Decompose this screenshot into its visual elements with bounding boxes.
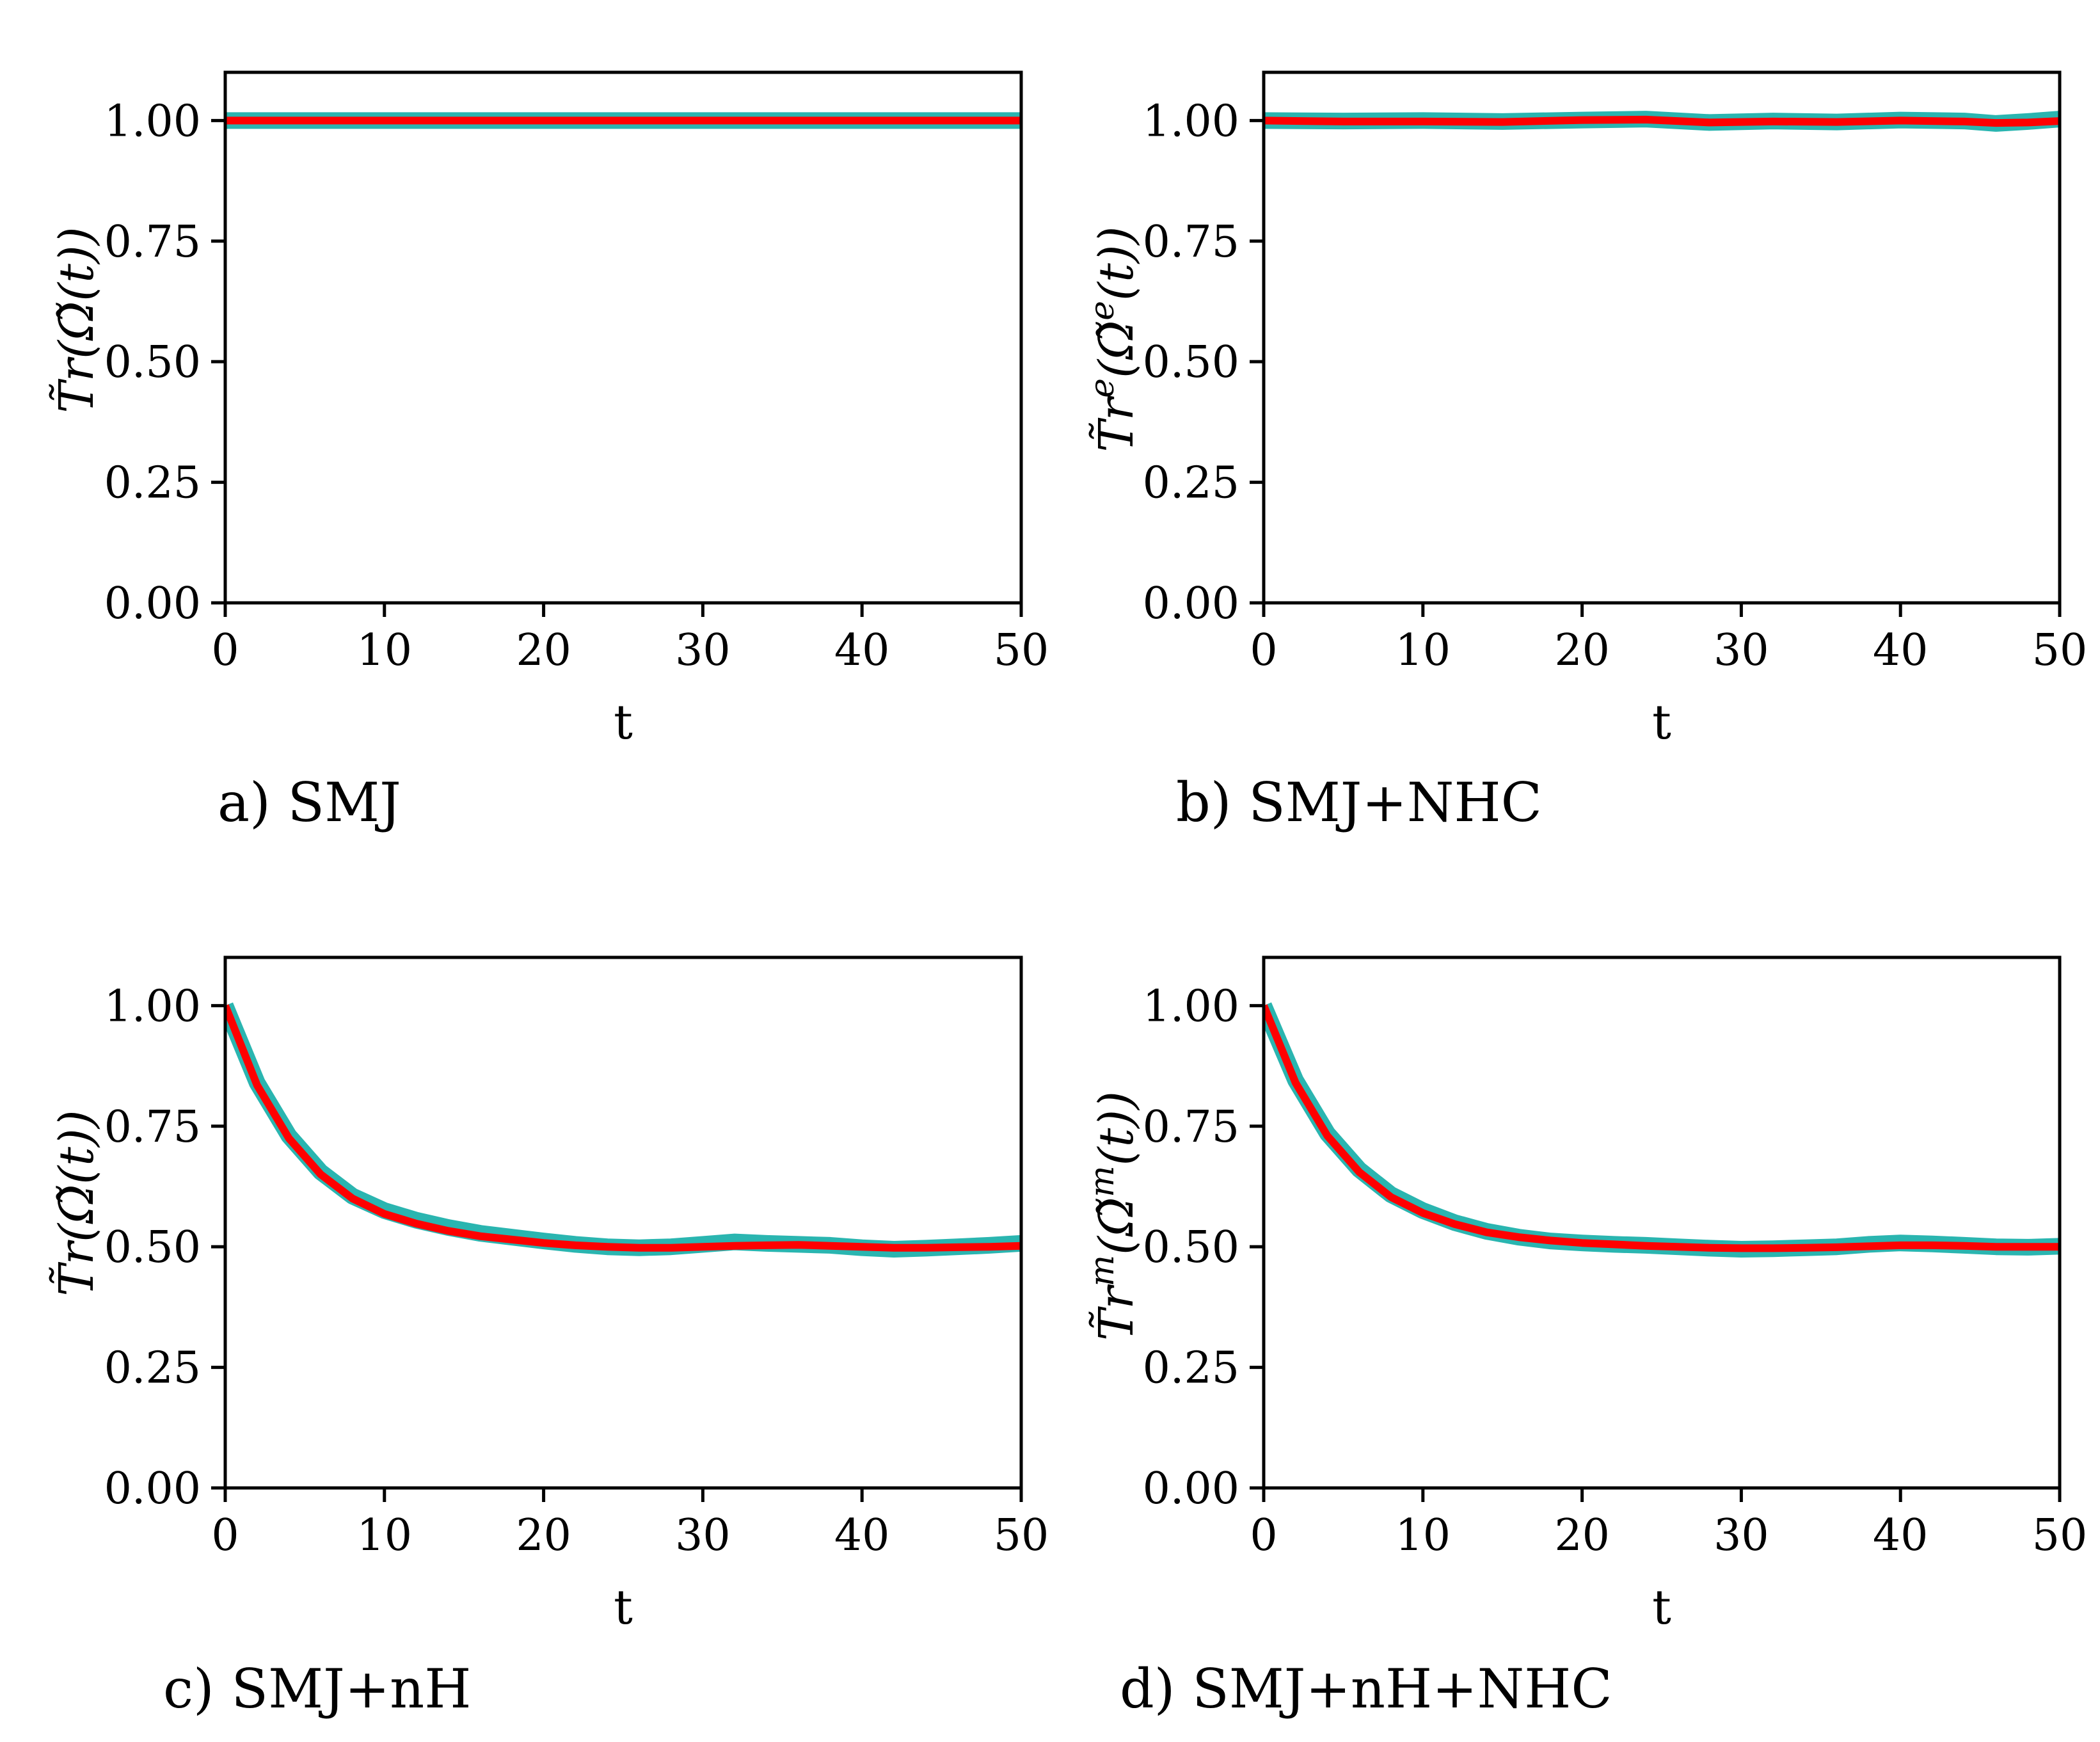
y-tick-label: 0.25 [104,1343,201,1394]
x-tick-label: 10 [357,1510,413,1561]
x-tick-label: 10 [357,625,413,676]
y-tick-label: 0.00 [104,579,201,629]
y-tick-label: 0.75 [104,217,201,268]
x-tick-label: 50 [994,1510,1049,1561]
panel-c: 0 10 20 30 40 50 0.00 0.25 0.50 0.75 1.00 t T̃r(Ω̃(t… [49,955,1049,1720]
x-tick-label: 20 [516,625,571,676]
panel-b: 0 10 20 30 40 50 0.00 0.25 0.50 0.75 1.00 t T̃re(Ω̃e… [1083,70,2088,834]
series-mean-line [1264,1004,2060,1252]
panel-caption: b) SMJ+NHC [1176,771,1542,834]
x-tick-label: 30 [675,625,731,676]
y-tick-label: 0.50 [1143,337,1239,388]
y-axis-label: T̃re(Ω̃e(t)) [1083,227,1144,452]
y-tick-label: 1.00 [104,96,201,147]
x-tick-label: 20 [1554,1510,1610,1561]
series-band-line [225,1002,1021,1258]
x-tick-label: 50 [994,625,1049,676]
x-tick-label: 40 [834,1510,890,1561]
y-tick-label: 1.00 [1143,981,1239,1032]
x-axis-label: t [1652,695,1671,750]
y-tick-label: 0.00 [104,1464,201,1514]
y-tick-label: 0.00 [1143,579,1239,629]
y-tick-label: 0.25 [104,458,201,509]
y-tick-label: 0.75 [1143,1102,1239,1153]
x-tick-label: 0 [1250,625,1277,676]
x-tick-label: 50 [2032,1510,2088,1561]
panel-d: 0 10 20 30 40 50 0.00 0.25 0.50 0.75 1.00 t T̃rm(Ω̃m… [1083,955,2088,1720]
series-band-line [1264,1002,2060,1258]
series-mean-line [1264,115,2060,127]
axes-frame [1262,70,2062,605]
y-axis-label: T̃rm(Ω̃m(t)) [1083,1091,1144,1341]
x-tick-label: 0 [211,625,239,676]
axes-frame [223,955,1023,1490]
x-tick-label: 50 [2032,625,2088,676]
x-tick-label: 40 [1873,625,1929,676]
x-axis-label: t [614,695,633,750]
y-tick-label: 1.00 [1143,96,1239,147]
x-tick-label: 40 [834,625,890,676]
x-tick-label: 30 [1714,1510,1769,1561]
y-axis-label: T̃r(Ω̃(t)) [49,1110,104,1296]
x-axis-label: t [1652,1580,1671,1635]
x-tick-label: 40 [1873,1510,1929,1561]
y-tick-label: 1.00 [104,981,201,1032]
x-tick-label: 20 [1554,625,1610,676]
y-tick-label: 0.25 [1143,1343,1239,1394]
panel-caption: a) SMJ [218,771,401,834]
panel-caption: c) SMJ+nH [163,1658,471,1720]
x-tick-label: 30 [1714,625,1769,676]
y-tick-label: 0.75 [1143,217,1239,268]
y-tick-label: 0.50 [104,1222,201,1273]
panel-caption: d) SMJ+nH+NHC [1120,1658,1612,1720]
axes-frame [1262,955,2062,1490]
y-tick-label: 0.00 [1143,1464,1239,1514]
panel-a: 0 10 20 30 40 50 0.00 0.25 0.50 0.75 1.00 t T̃r(Ω̃(t… [49,70,1049,834]
x-tick-label: 10 [1396,625,1451,676]
x-tick-label: 0 [1250,1510,1277,1561]
y-tick-label: 0.75 [104,1102,201,1153]
x-axis-label: t [614,1580,633,1635]
x-tick-label: 10 [1396,1510,1451,1561]
y-axis-label: T̃r(Ω̃(t)) [49,227,104,413]
x-tick-label: 20 [516,1510,571,1561]
y-tick-label: 0.25 [1143,458,1239,509]
x-tick-label: 0 [211,1510,239,1561]
y-tick-label: 0.50 [104,337,201,388]
x-tick-label: 30 [675,1510,731,1561]
series-mean-line [225,1004,1021,1252]
axes-frame [223,70,1023,605]
y-tick-label: 0.50 [1143,1222,1239,1273]
